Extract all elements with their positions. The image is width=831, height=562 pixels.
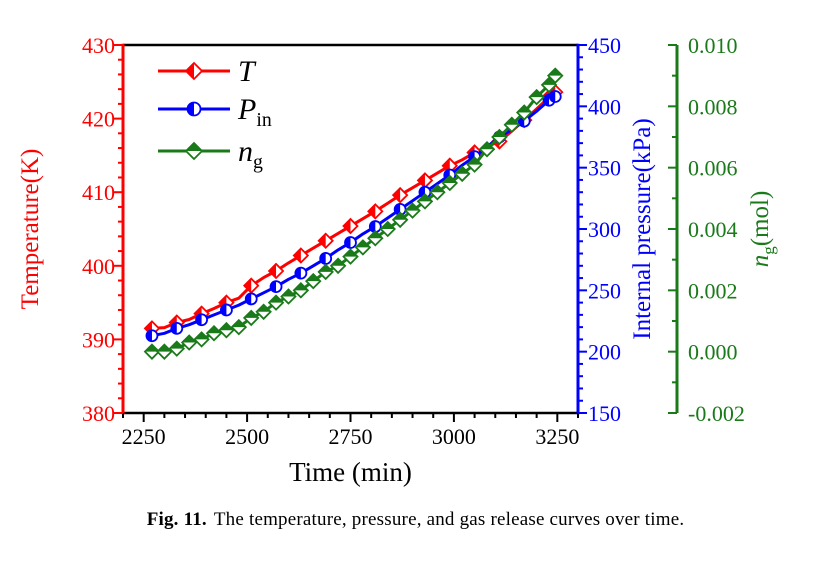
y-axis-title-ng: ng(mol) xyxy=(747,191,778,268)
y-tick-label: 0.002 xyxy=(688,278,738,303)
legend-label: T xyxy=(238,55,257,88)
series-P_in xyxy=(145,90,562,343)
y-tick-label: 0.008 xyxy=(688,94,738,119)
y-axis-title-temperature: Temperature(K) xyxy=(17,149,44,310)
y-tick-label: 200 xyxy=(588,340,621,365)
y-tick-label: 390 xyxy=(82,327,115,352)
x-tick-label: 3000 xyxy=(432,424,476,449)
x-tick-label: 3250 xyxy=(535,424,579,449)
legend: T Pin ng xyxy=(158,55,272,173)
y-tick-label: 380 xyxy=(82,401,115,426)
figure-caption: Fig. 11. The temperature, pressure, and g… xyxy=(0,509,831,531)
chart-canvas: 2250 2500 2750 3000 3250 Time (min) 380 390 400 4… xyxy=(17,33,778,487)
y-tick-label: 0.004 xyxy=(688,217,738,242)
caption-label: Fig. 11. xyxy=(146,509,207,530)
y-axis-pressure: 150 200 250 300 350 400 450 xyxy=(578,33,621,426)
y-tick-label: 400 xyxy=(588,94,621,119)
y-tick-label: 450 xyxy=(588,33,621,58)
y-axis-title-pressure: Internal pressure(kPa) xyxy=(629,118,656,339)
y-tick-label: 410 xyxy=(82,180,115,205)
series-T xyxy=(143,83,564,337)
x-tick-label: 2750 xyxy=(329,424,373,449)
legend-item-n_g: ng xyxy=(158,135,263,173)
legend-label: ng xyxy=(238,135,263,173)
y-tick-label: 350 xyxy=(588,156,621,181)
series-n_g xyxy=(143,67,564,360)
y-axis-temperature: 380 390 400 410 420 430 xyxy=(82,33,123,426)
series-line xyxy=(151,95,557,338)
y-tick-label: -0.002 xyxy=(688,401,745,426)
series-line xyxy=(151,90,557,330)
y-tick-label: 400 xyxy=(82,254,115,279)
y-tick-label: 0.006 xyxy=(688,156,738,181)
x-tick-label: 2500 xyxy=(225,424,269,449)
legend-label: Pin xyxy=(237,93,272,131)
x-axis-title: Time (min) xyxy=(289,457,412,487)
y-axis-ng: -0.002 0.000 0.002 0.004 0.006 0.008 0.010 xyxy=(668,33,745,426)
legend-item-T: T xyxy=(158,55,257,88)
y-tick-label: 0.000 xyxy=(688,340,738,365)
x-tick-label: 2250 xyxy=(122,424,166,449)
y-tick-label: 430 xyxy=(82,33,115,58)
x-axis: 2250 2500 2750 3000 3250 Time (min) xyxy=(122,413,579,487)
caption-text: The temperature, pressure, and gas relea… xyxy=(213,509,685,530)
y-tick-label: 250 xyxy=(588,278,621,303)
y-tick-label: 150 xyxy=(588,401,621,426)
legend-item-P_in: Pin xyxy=(158,93,272,131)
y-tick-label: 300 xyxy=(588,217,621,242)
y-tick-label: 0.010 xyxy=(688,33,738,58)
y-tick-label: 420 xyxy=(82,107,115,132)
